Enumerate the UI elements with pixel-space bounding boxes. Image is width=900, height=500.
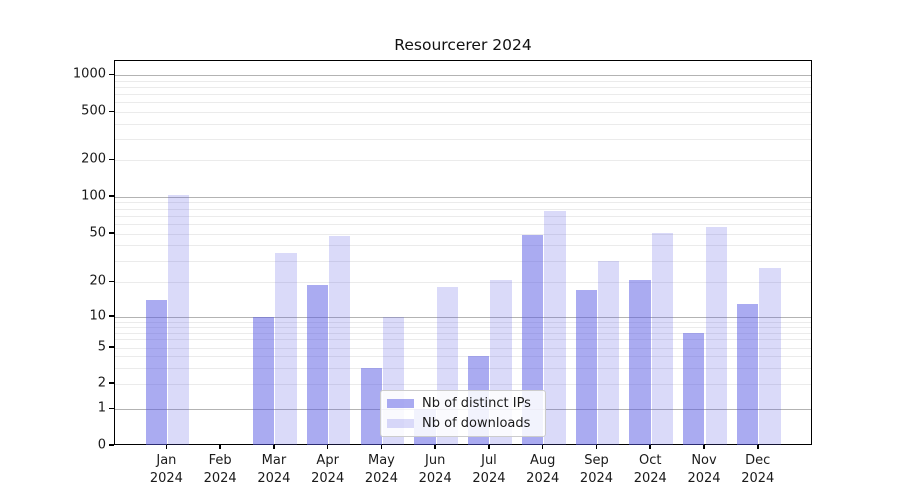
y-tick-label: 200 (81, 151, 106, 167)
minor-gridline (115, 233, 811, 235)
y-tick-label: 500 (81, 103, 106, 119)
x-tick-label: Nov 2024 (687, 453, 721, 486)
x-tick-mark (703, 445, 705, 449)
minor-gridline (115, 383, 811, 385)
bar-distinct-ips (145, 300, 167, 445)
x-tick-mark (380, 445, 383, 449)
y-tick-mark (109, 382, 114, 384)
minor-gridline (115, 260, 811, 262)
bar-distinct-ips (683, 332, 705, 445)
x-tick-label: Sep 2024 (579, 453, 614, 486)
minor-gridline (115, 339, 811, 341)
minor-gridline (115, 367, 811, 369)
x-tick-mark (757, 445, 759, 449)
x-tick-mark (273, 445, 275, 449)
bar-downloads (705, 226, 727, 445)
bar-distinct-ips (575, 290, 597, 445)
major-gridline (115, 75, 811, 76)
x-tick-label: Dec 2024 (741, 453, 775, 486)
bar-distinct-ips (360, 367, 382, 445)
minor-gridline (115, 282, 811, 284)
minor-gridline (115, 245, 811, 247)
x-tick-mark (326, 445, 329, 449)
x-tick-label: Jan 2024 (149, 453, 183, 486)
bar-downloads (759, 268, 781, 445)
y-tick-mark (109, 110, 114, 113)
y-tick-label: 5 (97, 339, 106, 354)
y-tick-label: 1000 (72, 66, 106, 82)
minor-gridline (115, 138, 811, 140)
legend-row-distinct-ips: Nb of distinct IPs (387, 396, 538, 411)
bar-downloads (651, 232, 674, 445)
x-tick-mark (649, 445, 651, 449)
bar-distinct-ips (306, 284, 329, 445)
minor-gridline (115, 123, 811, 125)
minor-gridline (115, 80, 811, 82)
y-tick-mark (109, 407, 114, 410)
x-tick-mark (595, 445, 598, 449)
x-tick-label: Aug 2024 (526, 453, 560, 486)
y-tick-label: 1 (97, 400, 106, 416)
bar-distinct-ips (253, 316, 275, 445)
bar-downloads (544, 211, 566, 445)
y-tick-label: 10 (89, 308, 106, 324)
minor-gridline (115, 208, 811, 210)
minor-gridline (115, 347, 811, 349)
y-tick-label: 20 (89, 273, 106, 289)
x-tick-label: Jun 2024 (418, 453, 452, 486)
x-tick-mark (434, 445, 436, 449)
minor-gridline (115, 160, 811, 162)
bar-downloads (275, 252, 297, 445)
minor-gridline (115, 332, 811, 334)
x-tick-label: Jul 2024 (472, 453, 506, 486)
x-tick-mark (165, 445, 168, 449)
major-gridline (115, 196, 811, 198)
minor-gridline (115, 223, 811, 225)
y-tick-label: 2 (97, 375, 106, 391)
bar-downloads (329, 235, 351, 445)
minor-gridline (115, 202, 811, 204)
bar-downloads (597, 260, 620, 445)
chart-title: Resourcerer 2024 (394, 36, 532, 54)
minor-gridline (115, 215, 811, 217)
minor-gridline (115, 321, 811, 323)
y-tick-label: 50 (89, 225, 106, 241)
minor-gridline (115, 102, 811, 104)
y-tick-mark (109, 346, 114, 348)
y-tick-mark (109, 73, 114, 75)
x-tick-label: Oct 2024 (633, 453, 667, 486)
legend-label-distinct-ips: Nb of distinct IPs (422, 396, 531, 412)
y-tick-mark (109, 195, 114, 197)
legend-row-downloads: Nb of downloads (387, 416, 538, 431)
y-tick-mark (109, 315, 114, 317)
y-tick-label: 100 (81, 188, 106, 204)
x-tick-mark (219, 445, 221, 449)
minor-gridline (115, 94, 811, 96)
minor-gridline (115, 86, 811, 88)
minor-gridline (115, 356, 811, 358)
x-tick-label: Feb 2024 (203, 453, 237, 486)
plot-area (114, 60, 812, 445)
y-tick-mark (109, 232, 114, 234)
legend-label-downloads: Nb of downloads (422, 415, 531, 431)
y-tick-label: 0 (97, 437, 106, 452)
legend-swatch-distinct-ips (387, 399, 414, 409)
minor-gridline (115, 326, 811, 328)
x-tick-mark (488, 445, 490, 449)
bar-downloads (167, 194, 190, 445)
y-tick-mark (109, 158, 114, 161)
y-tick-mark (109, 280, 114, 283)
x-tick-mark (541, 445, 544, 449)
x-tick-label: Mar 2024 (257, 453, 291, 486)
major-gridline (115, 316, 811, 318)
y-tick-mark (109, 444, 114, 446)
legend: Nb of distinct IPs Nb of downloads (380, 390, 546, 437)
bar-distinct-ips (629, 279, 651, 445)
legend-swatch-downloads (387, 418, 414, 428)
bar-distinct-ips (736, 303, 759, 445)
minor-gridline (115, 112, 811, 114)
x-tick-label: Apr 2024 (311, 453, 345, 486)
x-tick-label: May 2024 (364, 453, 398, 486)
